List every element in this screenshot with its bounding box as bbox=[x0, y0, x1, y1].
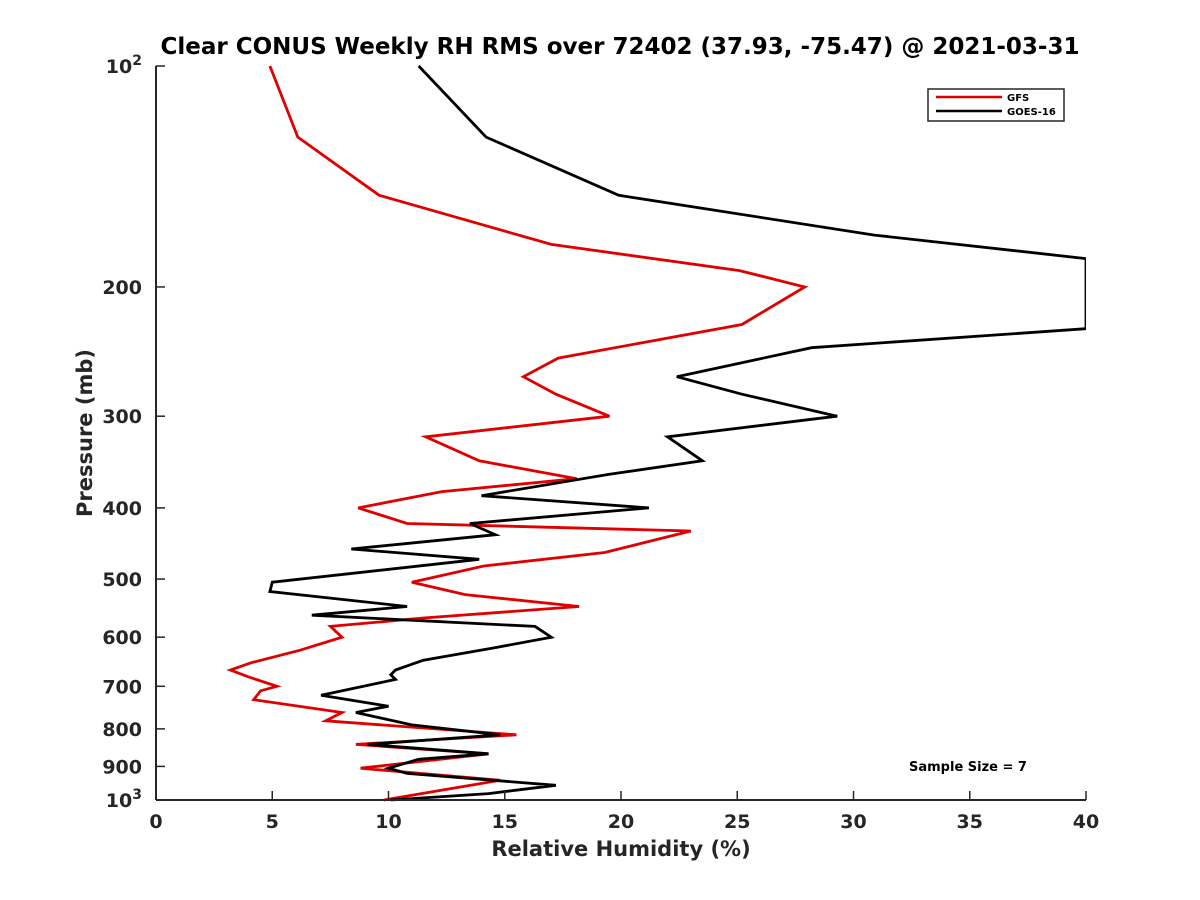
series-line-gfs bbox=[226, 65, 809, 802]
legend-box bbox=[927, 88, 1065, 122]
y-tick-label: 200 bbox=[102, 277, 142, 299]
y-tick-label: 600 bbox=[102, 627, 142, 649]
legend-label-gfs: GFS bbox=[1007, 93, 1029, 104]
x-tick-label: 10 bbox=[375, 811, 401, 833]
y-ticks: 102 200 300 400 500 600 700 800 900 103 bbox=[102, 53, 165, 812]
sample-size-annotation: Sample Size = 7 bbox=[909, 760, 1027, 775]
x-axis-label: Relative Humidity (%) bbox=[491, 837, 750, 861]
x-tick-label: 5 bbox=[266, 811, 279, 833]
series-layer bbox=[226, 65, 1086, 802]
x-ticks: 0 5 10 15 20 25 30 35 40 bbox=[149, 791, 1099, 833]
axes bbox=[155, 66, 1086, 801]
x-tick-label: 15 bbox=[492, 811, 518, 833]
series-line-goes16 bbox=[268, 65, 1086, 802]
chart-title: Clear CONUS Weekly RH RMS over 72402 (37… bbox=[161, 34, 1080, 60]
x-tick-label: 0 bbox=[149, 811, 162, 833]
y-tick-label: 103 bbox=[106, 787, 142, 812]
x-tick-label: 30 bbox=[840, 811, 866, 833]
y-tick-label: 300 bbox=[102, 406, 142, 428]
y-tick-label: 102 bbox=[106, 53, 142, 78]
y-tick-label: 800 bbox=[102, 719, 142, 741]
y-axis-label: Pressure (mb) bbox=[73, 349, 97, 517]
y-tick-label: 900 bbox=[102, 756, 142, 778]
x-tick-label: 35 bbox=[957, 811, 983, 833]
y-tick-label: 700 bbox=[102, 676, 142, 698]
x-tick-label: 20 bbox=[608, 811, 634, 833]
y-tick-label: 500 bbox=[102, 569, 142, 591]
legend: GFS GOES-16 bbox=[927, 88, 1065, 122]
x-tick-label: 25 bbox=[724, 811, 750, 833]
x-tick-label: 40 bbox=[1073, 811, 1099, 833]
y-tick-label: 400 bbox=[102, 498, 142, 520]
legend-label-goes16: GOES-16 bbox=[1007, 107, 1056, 118]
